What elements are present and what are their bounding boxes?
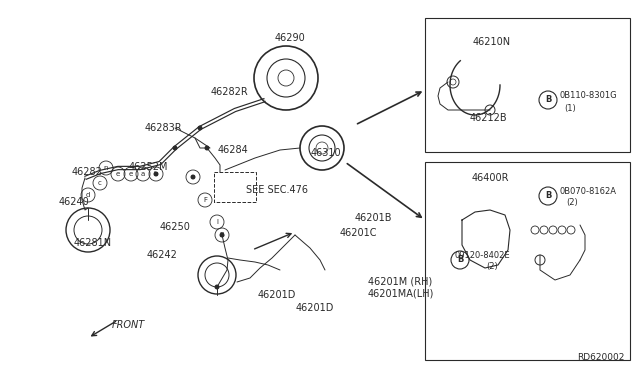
Circle shape — [214, 285, 220, 289]
Text: 46282: 46282 — [72, 167, 102, 177]
Text: 46310: 46310 — [310, 148, 341, 158]
Text: B: B — [545, 96, 551, 105]
Text: 46210N: 46210N — [473, 37, 511, 47]
Circle shape — [173, 145, 177, 151]
Text: 46290: 46290 — [275, 33, 305, 43]
Text: RD620002: RD620002 — [578, 353, 625, 362]
Text: o: o — [191, 174, 195, 180]
Circle shape — [154, 171, 159, 176]
Text: 46212B: 46212B — [469, 113, 507, 123]
Bar — [425, 162, 630, 360]
Text: 46201D: 46201D — [258, 290, 296, 300]
Text: 46201MA(LH): 46201MA(LH) — [368, 288, 435, 298]
Text: e: e — [116, 171, 120, 177]
Text: I: I — [216, 219, 218, 225]
Text: 46250: 46250 — [159, 222, 191, 232]
Text: 46201C: 46201C — [340, 228, 378, 238]
Text: 46281N: 46281N — [74, 238, 112, 248]
Text: SEE SEC.476: SEE SEC.476 — [246, 185, 308, 195]
Text: B: B — [220, 232, 225, 238]
Text: 46201D: 46201D — [296, 303, 334, 313]
Text: (2): (2) — [566, 199, 578, 208]
Text: 46400R: 46400R — [471, 173, 509, 183]
Text: c: c — [98, 180, 102, 186]
Text: 09120-8402E: 09120-8402E — [454, 250, 510, 260]
Text: 46284: 46284 — [218, 145, 248, 155]
Bar — [214, 172, 256, 202]
Circle shape — [220, 232, 225, 237]
Text: 46252M: 46252M — [128, 162, 168, 172]
Text: d: d — [86, 192, 90, 198]
Text: B: B — [457, 256, 463, 264]
Text: 46201M (RH): 46201M (RH) — [368, 277, 432, 287]
Bar — [425, 18, 630, 152]
Text: a: a — [141, 171, 145, 177]
Text: 0B070-8162A: 0B070-8162A — [560, 187, 617, 196]
Text: FRONT: FRONT — [112, 320, 145, 330]
Text: b: b — [154, 171, 158, 177]
Text: 0B110-8301G: 0B110-8301G — [560, 92, 618, 100]
Circle shape — [205, 145, 209, 151]
Text: B: B — [545, 192, 551, 201]
Text: n: n — [104, 165, 108, 171]
Text: (1): (1) — [564, 103, 576, 112]
Text: F: F — [203, 197, 207, 203]
Text: 46242: 46242 — [147, 250, 177, 260]
Text: 46283R: 46283R — [144, 123, 182, 133]
Text: 46282R: 46282R — [211, 87, 248, 97]
Text: 46201B: 46201B — [355, 213, 392, 223]
Circle shape — [191, 174, 195, 180]
Text: (2): (2) — [486, 262, 498, 270]
Text: e: e — [129, 171, 133, 177]
Text: 46240: 46240 — [59, 197, 90, 207]
Circle shape — [198, 125, 202, 131]
